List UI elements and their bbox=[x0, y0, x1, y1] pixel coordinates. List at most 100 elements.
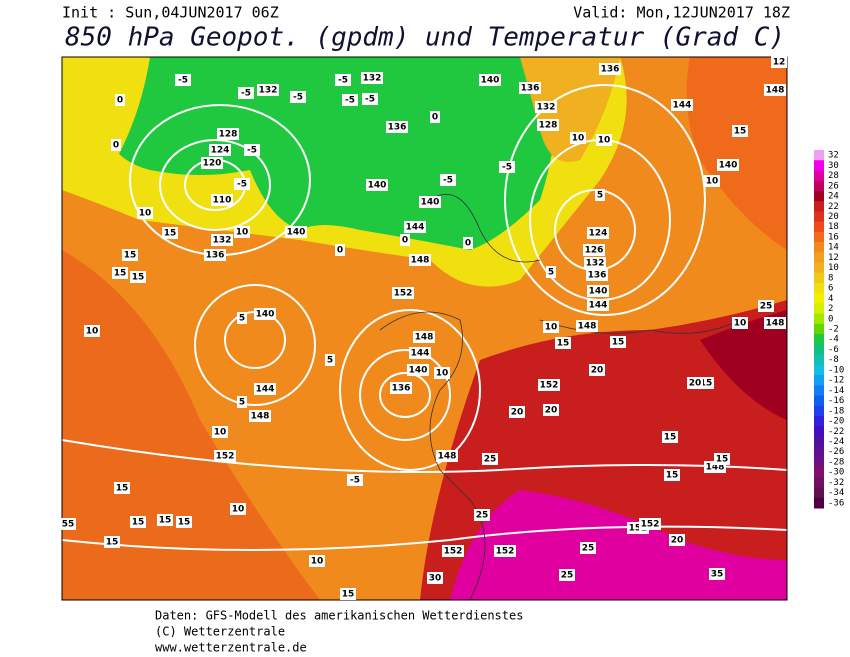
colorbar-label: -14 bbox=[828, 386, 844, 396]
contour-label-box bbox=[212, 426, 228, 438]
contour-label-box bbox=[112, 267, 128, 279]
contour-label: 20 bbox=[591, 366, 604, 376]
colorbar-label: -2 bbox=[828, 325, 839, 335]
contour-label-box bbox=[584, 257, 606, 269]
contour-label: 55 bbox=[62, 520, 75, 530]
colorbar-swatch bbox=[814, 395, 824, 407]
contour-label-box bbox=[586, 269, 608, 281]
contour-label: 148 bbox=[766, 319, 785, 329]
contour-label: 5 bbox=[548, 268, 554, 278]
contour-label-box bbox=[238, 87, 254, 99]
contour-label-box bbox=[104, 536, 120, 548]
contour-label-box bbox=[570, 132, 586, 144]
contour-label: -5 bbox=[241, 89, 251, 99]
contour-label-box bbox=[419, 196, 441, 208]
contour-label-box bbox=[249, 410, 271, 422]
contour-label-box bbox=[595, 189, 605, 201]
contour-label-box bbox=[664, 469, 680, 481]
contour-label: 136 bbox=[206, 251, 225, 261]
colorbar-label: 2 bbox=[828, 304, 833, 314]
colorbar-swatch bbox=[814, 170, 824, 182]
colorbar-label: -26 bbox=[828, 447, 844, 457]
contour-label-box bbox=[211, 194, 233, 206]
contour-label: -5 bbox=[247, 146, 257, 156]
colorbar-swatch bbox=[814, 354, 824, 366]
contour-label-box bbox=[764, 84, 786, 96]
contour-label: 126 bbox=[585, 246, 604, 256]
contour-label-box bbox=[115, 94, 125, 106]
contour-label: 124 bbox=[589, 229, 608, 239]
contour-label: 5 bbox=[327, 356, 333, 366]
contour-label-box bbox=[704, 175, 720, 187]
contour-label-box bbox=[230, 503, 246, 515]
contour-label: 30 bbox=[429, 574, 442, 584]
colorbar-label: -10 bbox=[828, 365, 844, 375]
contour-label-box bbox=[509, 406, 525, 418]
colorbar-swatch bbox=[814, 456, 824, 468]
contour-label-box bbox=[758, 300, 774, 312]
contour-label-box bbox=[407, 364, 429, 376]
contour-label: 140 bbox=[481, 76, 500, 86]
colorbar-swatch bbox=[814, 334, 824, 345]
colorbar-label: 6 bbox=[828, 284, 833, 294]
contour-label-box bbox=[175, 74, 191, 86]
contour-label: -5 bbox=[502, 163, 512, 173]
colorbar-label: 0 bbox=[828, 314, 833, 324]
contour-label: 144 bbox=[589, 301, 608, 311]
contour-label-box bbox=[340, 588, 356, 600]
colorbar-label: 14 bbox=[828, 243, 839, 253]
contour-label: 10 bbox=[436, 369, 449, 379]
colorbar-label: -8 bbox=[828, 355, 839, 365]
contour-label-box bbox=[596, 134, 612, 146]
colorbar-label: 8 bbox=[828, 273, 833, 283]
contour-label: 144 bbox=[256, 385, 275, 395]
contour-label: 128 bbox=[539, 121, 558, 131]
colorbar-label: -12 bbox=[828, 376, 844, 386]
colorbar-label: 32 bbox=[828, 151, 839, 161]
colorbar-label: -6 bbox=[828, 345, 839, 355]
contour-label-box bbox=[714, 453, 730, 465]
contour-label: 15 bbox=[132, 273, 145, 283]
contour-label-box bbox=[587, 285, 609, 297]
contour-label-box bbox=[494, 545, 516, 557]
contour-label: 0 bbox=[465, 239, 471, 249]
coastlines bbox=[379, 194, 741, 600]
colorbar-swatch bbox=[814, 477, 824, 489]
colorbar-label: 22 bbox=[828, 202, 839, 212]
contour-label-box bbox=[535, 101, 557, 113]
contour-label-box bbox=[234, 178, 250, 190]
contour-label-box bbox=[254, 383, 276, 395]
map-title: 850 hPa Geopot. (gpdm) und Temperatur (G… bbox=[65, 23, 785, 53]
contour-label: 20 bbox=[689, 379, 702, 389]
colorbar-label: 20 bbox=[828, 212, 839, 222]
contour-label: 10 bbox=[572, 134, 585, 144]
contour-label-box bbox=[162, 227, 178, 239]
contour-label-box bbox=[254, 308, 276, 320]
contour-label-box bbox=[60, 518, 76, 530]
contour-label-box bbox=[413, 331, 435, 343]
contour-label: 15 bbox=[342, 590, 355, 600]
contour-label: 148 bbox=[438, 452, 457, 462]
contour-label: 15 bbox=[132, 518, 145, 528]
contour-label-box bbox=[543, 404, 559, 416]
contour-label: -5 bbox=[293, 93, 303, 103]
contour-label-box bbox=[427, 572, 443, 584]
contour-label-box bbox=[543, 321, 559, 333]
colorbar-swatch bbox=[814, 211, 824, 223]
contour-label: 10 bbox=[545, 323, 558, 333]
contour-label: -5 bbox=[350, 476, 360, 486]
contour-label-box bbox=[209, 144, 231, 156]
contour-label: 25 bbox=[484, 455, 497, 465]
contour-label: 20 bbox=[545, 406, 558, 416]
contour-label: 15 bbox=[124, 251, 137, 261]
contour-label: 136 bbox=[388, 123, 407, 133]
contour-label-box bbox=[137, 207, 153, 219]
contour-label-box bbox=[217, 128, 239, 140]
colorbar-swatch bbox=[814, 293, 824, 304]
contour-label-box bbox=[580, 542, 596, 554]
contour-label: 15 bbox=[164, 229, 177, 239]
contour-label-box bbox=[285, 226, 307, 238]
contour-label-box bbox=[519, 82, 541, 94]
contour-label-box bbox=[335, 74, 351, 86]
